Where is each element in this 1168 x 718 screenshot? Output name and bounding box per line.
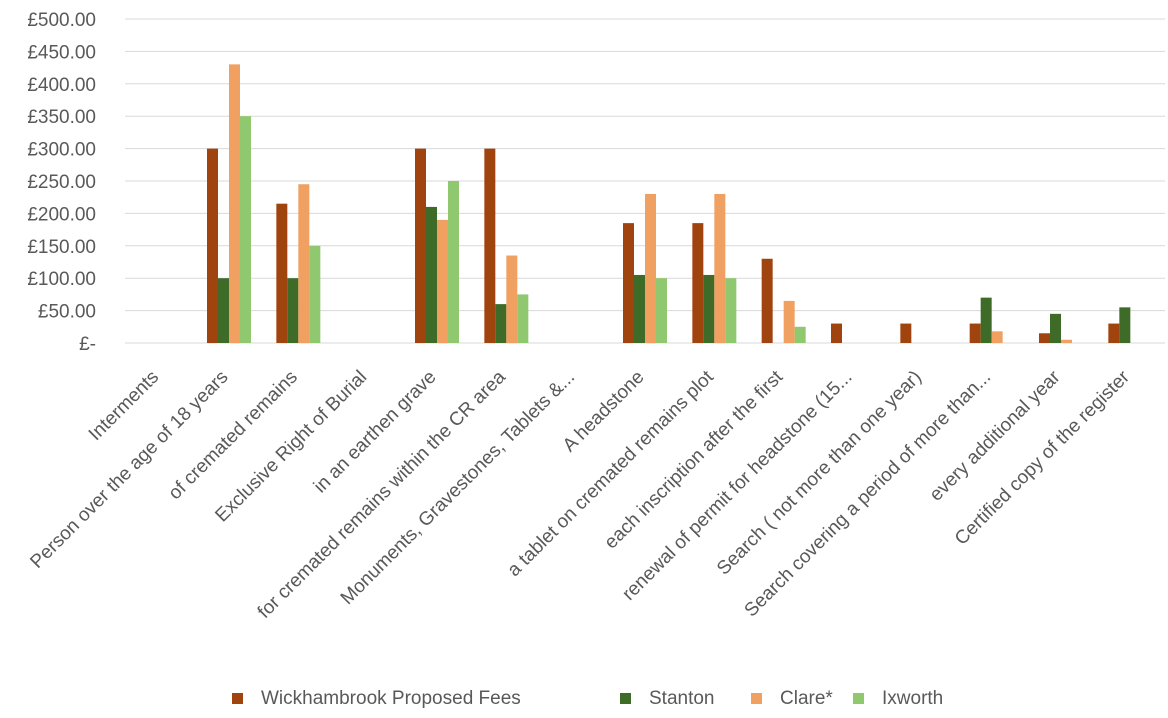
bar xyxy=(437,219,448,343)
y-tick-label: £150.00 xyxy=(27,237,96,258)
y-tick-label: £350.00 xyxy=(27,107,96,128)
bar xyxy=(703,274,715,343)
bar xyxy=(517,294,529,343)
bar xyxy=(900,323,912,343)
bar xyxy=(1061,339,1072,343)
x-category-label: for cremated remains within the CR area xyxy=(254,366,510,622)
bar xyxy=(1039,333,1050,343)
y-tick-label: £200.00 xyxy=(27,204,96,225)
x-category-label: in an earthen grave xyxy=(310,367,441,498)
bar xyxy=(298,184,310,343)
bars xyxy=(207,64,1131,344)
bar xyxy=(761,258,773,343)
bar xyxy=(426,206,437,343)
bar xyxy=(969,323,981,343)
bar xyxy=(1050,313,1061,343)
bar xyxy=(634,274,645,343)
x-category-label: every additional year xyxy=(926,366,1065,505)
y-tick-label: £50.00 xyxy=(38,302,96,323)
bar xyxy=(1119,307,1131,343)
bar xyxy=(207,148,218,343)
bar xyxy=(794,326,806,343)
bar xyxy=(309,245,321,343)
legend-swatch xyxy=(751,693,762,704)
bar xyxy=(692,223,704,343)
y-tick-label: £300.00 xyxy=(27,140,96,161)
legend-label: Ixworth xyxy=(882,688,943,709)
bar xyxy=(495,304,507,343)
bar xyxy=(714,193,726,343)
bar xyxy=(991,331,1003,343)
y-axis-ticks: £- £50.00 £100.00 £150.00 £200.00 £250.00 £300… xyxy=(27,10,96,355)
legend-label: Stanton xyxy=(649,688,715,709)
legend-swatch xyxy=(232,693,243,704)
legend: Wickhambrook Proposed Fees Stanton Clare* I… xyxy=(232,688,943,709)
bar xyxy=(240,116,251,343)
legend-label: Clare* xyxy=(780,688,833,709)
bar xyxy=(276,203,288,343)
bar xyxy=(783,300,795,343)
bar xyxy=(506,255,518,343)
bar xyxy=(980,297,992,343)
bar xyxy=(656,278,667,343)
bar xyxy=(287,278,299,343)
y-tick-label: £500.00 xyxy=(27,10,96,31)
bar xyxy=(725,278,737,343)
legend-swatch xyxy=(853,693,864,704)
bar xyxy=(645,193,656,343)
y-tick-label: £400.00 xyxy=(27,75,96,96)
x-category-label: Search covering a period of more than... xyxy=(741,367,996,622)
legend-swatch xyxy=(620,693,631,704)
y-tick-label: £- xyxy=(79,334,96,355)
bar xyxy=(484,148,496,343)
x-category-label: of cremated remains xyxy=(165,367,302,504)
bar xyxy=(415,148,426,343)
bar xyxy=(448,181,459,343)
bar xyxy=(229,64,240,344)
legend-label: Wickhambrook Proposed Fees xyxy=(261,688,521,709)
bar xyxy=(623,223,634,343)
bar xyxy=(831,323,842,343)
y-tick-label: £250.00 xyxy=(27,172,96,193)
bar xyxy=(1108,323,1120,343)
y-tick-label: £450.00 xyxy=(27,42,96,63)
y-tick-label: £100.00 xyxy=(27,269,96,290)
bar xyxy=(218,278,229,343)
